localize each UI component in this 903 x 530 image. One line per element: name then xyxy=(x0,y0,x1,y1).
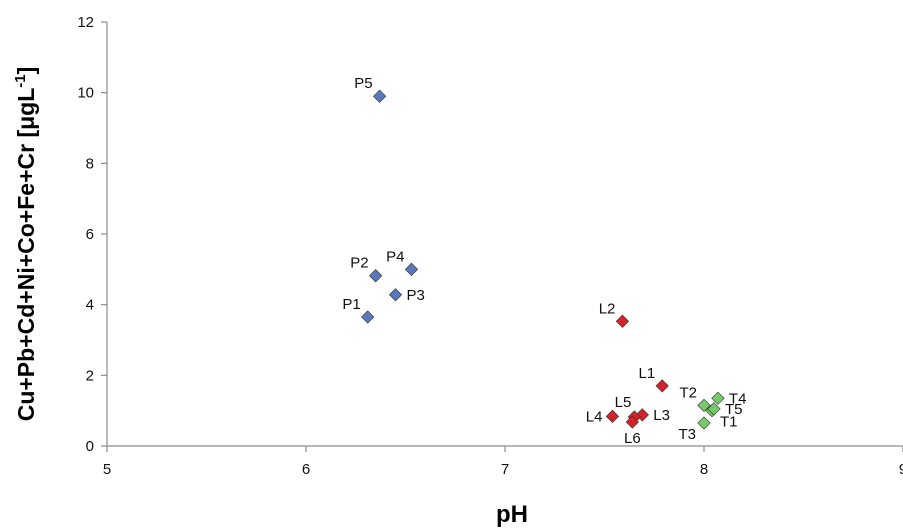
y-axis-ticks: 0 2 4 6 8 10 12 xyxy=(77,14,107,455)
x-axis-title: pH xyxy=(496,501,528,528)
data-point-l2 xyxy=(615,314,630,328)
point-label-t2: T2 xyxy=(679,384,697,401)
point-label-p5: P5 xyxy=(354,75,372,92)
point-label-l2: L2 xyxy=(599,300,616,317)
x-tick-label: 5 xyxy=(103,461,111,478)
y-axis-title-base: Cu+Pb+Cd+Ni+Co+Fe+Cr [μgL xyxy=(13,88,39,422)
point-label-t4: T4 xyxy=(729,390,747,407)
point-label-t3: T3 xyxy=(678,426,696,443)
data-points xyxy=(361,89,725,430)
data-point-p4 xyxy=(404,262,419,276)
point-label-l1: L1 xyxy=(639,365,656,382)
data-point-p1 xyxy=(361,310,375,324)
y-tick-label: 12 xyxy=(77,14,94,31)
data-point-p2 xyxy=(369,269,383,283)
x-tick-label: 9 xyxy=(899,461,903,478)
point-label-l4: L4 xyxy=(586,408,603,425)
point-label-l6: L6 xyxy=(624,430,641,447)
data-point-l3 xyxy=(635,408,649,422)
data-point-l6 xyxy=(625,415,639,429)
point-label-t1: T1 xyxy=(720,414,738,431)
axes xyxy=(106,22,903,447)
x-tick-label: 6 xyxy=(302,461,310,478)
point-label-p1: P1 xyxy=(342,296,360,313)
y-tick-label: 6 xyxy=(86,226,94,243)
data-point-l4 xyxy=(605,409,620,423)
y-axis-title-superscript: -1 xyxy=(12,74,29,87)
point-label-p3: P3 xyxy=(407,287,425,304)
y-tick-label: 10 xyxy=(77,85,94,102)
data-point-t5 xyxy=(707,402,721,416)
data-point-l1 xyxy=(655,379,669,393)
data-point-p3 xyxy=(388,288,403,302)
x-axis-ticks: 5 6 7 8 9 xyxy=(103,446,903,478)
point-label-l3: L3 xyxy=(653,407,670,424)
point-label-l5: L5 xyxy=(615,394,632,411)
data-point-t4 xyxy=(711,391,725,405)
point-label-t5: T5 xyxy=(725,401,743,418)
point-label-p4: P4 xyxy=(386,248,404,265)
y-tick-label: 0 xyxy=(86,438,94,455)
y-tick-label: 2 xyxy=(86,367,94,384)
y-axis-title-close: ] xyxy=(13,67,39,75)
y-tick-label: 8 xyxy=(86,155,94,172)
x-tick-label: 8 xyxy=(700,461,708,478)
data-point-t2 xyxy=(697,398,711,412)
data-point-t3 xyxy=(697,416,711,430)
y-axis-title: Cu+Pb+Cd+Ni+Co+Fe+Cr [μgL-1] xyxy=(12,67,39,422)
x-tick-label: 7 xyxy=(501,461,509,478)
point-label-p2: P2 xyxy=(350,255,368,272)
y-tick-label: 4 xyxy=(86,297,94,314)
data-point-p5 xyxy=(373,89,387,103)
